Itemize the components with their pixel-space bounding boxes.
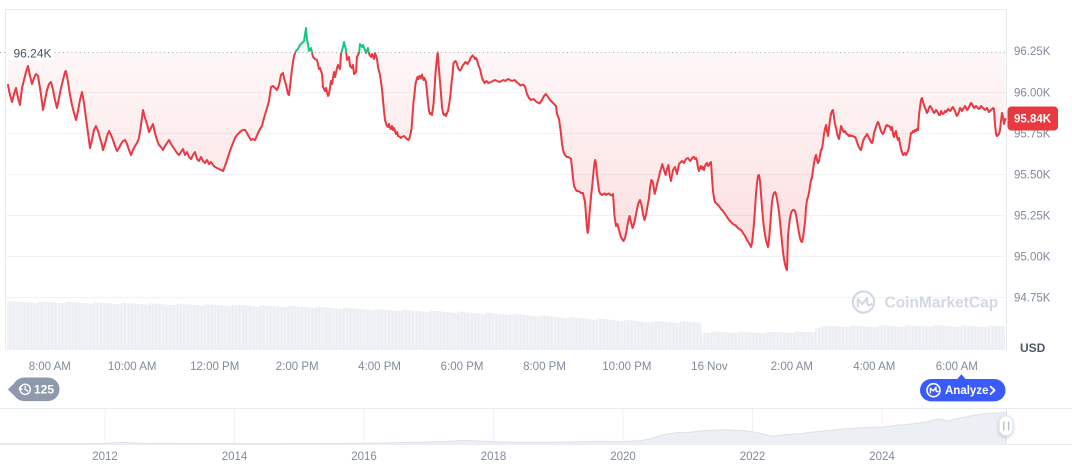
svg-text:95.25K: 95.25K	[1014, 211, 1051, 223]
svg-text:8:00 AM: 8:00 AM	[29, 361, 71, 373]
svg-text:2016: 2016	[351, 451, 377, 463]
svg-text:8:00 PM: 8:00 PM	[523, 361, 566, 373]
svg-text:CoinMarketCap: CoinMarketCap	[885, 295, 999, 312]
svg-text:USD: USD	[1020, 341, 1046, 355]
svg-text:2:00 AM: 2:00 AM	[771, 361, 813, 373]
svg-text:4:00 AM: 4:00 AM	[853, 361, 895, 373]
svg-text:125: 125	[34, 383, 54, 397]
svg-text:96.24K: 96.24K	[14, 47, 52, 61]
svg-text:2:00 PM: 2:00 PM	[276, 361, 319, 373]
svg-text:95.00K: 95.00K	[1014, 252, 1051, 264]
svg-text:6:00 PM: 6:00 PM	[441, 361, 484, 373]
svg-text:96.25K: 96.25K	[1014, 46, 1051, 58]
svg-text:96.00K: 96.00K	[1014, 88, 1051, 100]
svg-text:Analyze: Analyze	[945, 385, 988, 397]
svg-text:2020: 2020	[610, 451, 636, 463]
svg-text:16 Nov: 16 Nov	[691, 361, 728, 373]
svg-text:2012: 2012	[92, 451, 118, 463]
svg-text:94.75K: 94.75K	[1014, 293, 1051, 305]
svg-text:2014: 2014	[222, 451, 248, 463]
svg-text:95.75K: 95.75K	[1014, 129, 1051, 141]
svg-text:2018: 2018	[481, 451, 507, 463]
svg-text:12:00 PM: 12:00 PM	[190, 361, 239, 373]
svg-text:2022: 2022	[740, 451, 766, 463]
svg-text:2024: 2024	[869, 451, 895, 463]
svg-text:95.84K: 95.84K	[1014, 114, 1052, 126]
svg-text:95.50K: 95.50K	[1014, 170, 1051, 182]
svg-text:10:00 PM: 10:00 PM	[602, 361, 651, 373]
svg-text:10:00 AM: 10:00 AM	[108, 361, 157, 373]
svg-text:6:00 AM: 6:00 AM	[936, 361, 978, 373]
svg-text:4:00 PM: 4:00 PM	[358, 361, 401, 373]
